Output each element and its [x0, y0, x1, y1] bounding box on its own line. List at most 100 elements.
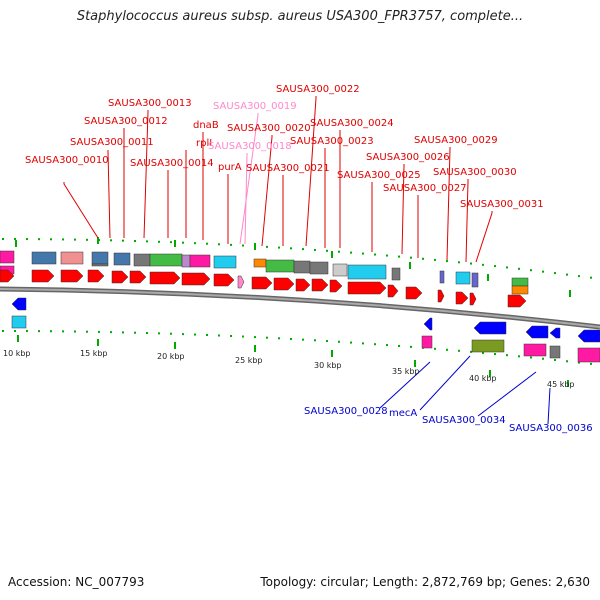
forward-cds-arrow [251, 276, 273, 290]
label-leader-line [379, 361, 431, 409]
ring-dot [26, 238, 28, 241]
gene-feature [347, 264, 387, 280]
ring-dot [86, 330, 88, 333]
gene-label: SAUSA300_0011 [70, 137, 154, 148]
gene-feature [511, 285, 529, 295]
ring-dot [218, 243, 220, 246]
label-leader-line [446, 147, 451, 261]
ring-dot [98, 330, 100, 333]
forward-cds-arrow [181, 272, 211, 286]
ring-dot [302, 248, 304, 251]
ring-dot [146, 332, 148, 335]
ring-dot [230, 334, 232, 337]
reverse-cds-arrow [525, 325, 549, 339]
gene-feature [133, 253, 151, 267]
scale-tick-label: 15 kbp [80, 349, 108, 358]
reverse-cds-arrow [423, 317, 433, 331]
ring-dot [386, 254, 388, 257]
ring-dot [542, 270, 544, 273]
label-leader-line [419, 355, 471, 411]
ring-dot [14, 330, 16, 333]
label-leader-line [107, 150, 111, 239]
ring-dot [182, 333, 184, 336]
forward-cds-arrow [149, 271, 181, 285]
label-leader-line [547, 387, 551, 425]
gene-feature [253, 258, 267, 268]
gene-label: SAUSA300_0036 [509, 423, 593, 434]
ring-dot [350, 341, 352, 344]
ring-dot [302, 338, 304, 341]
scale-tick-label: 25 kbp [235, 356, 263, 365]
scale-tick-label: 30 kbp [314, 361, 342, 370]
label-leader-line [305, 96, 317, 247]
label-leader-line [261, 135, 273, 247]
ring-dot [110, 239, 112, 242]
gene-feature [91, 263, 109, 267]
gene-label: SAUSA300_0020 [227, 123, 311, 134]
gene-feature [439, 270, 445, 284]
forward-cds-arrow [329, 279, 343, 293]
forward-cds-arrow [311, 278, 329, 292]
ring-dot [518, 267, 520, 270]
gene-feature [181, 254, 191, 268]
gene-label: SAUSA300_0010 [25, 155, 109, 166]
gene-label: SAUSA300_0012 [84, 116, 168, 127]
ring-dot [170, 332, 172, 335]
gene-feature [309, 261, 329, 275]
map-title: Staphylococcus aureus subsp. aureus USA3… [76, 9, 524, 24]
label-leader-line [63, 182, 99, 239]
ring-dot [566, 360, 568, 363]
ring-dot [506, 354, 508, 357]
gene-label: SAUSA300_0026 [366, 152, 450, 163]
ring-dot [242, 335, 244, 338]
ring-dot [194, 242, 196, 245]
ring-dot [38, 330, 40, 333]
ring-dot [482, 263, 484, 266]
ring-dot [362, 342, 364, 345]
label-leader-line [465, 179, 469, 263]
ring-dot [26, 330, 28, 333]
ring-dot [14, 238, 16, 241]
ring-dot [434, 347, 436, 350]
reverse-cds-arrow [549, 327, 561, 339]
ring-dot [206, 242, 208, 245]
ring-dot [146, 240, 148, 243]
gene-label: SAUSA300_0027 [383, 183, 467, 194]
ring-dot [494, 353, 496, 356]
ring-dot [398, 344, 400, 347]
ring-dot [314, 248, 316, 251]
gene-label: SAUSA300_0022 [276, 84, 360, 95]
gene-label: SAUSA300_0018 [208, 141, 292, 152]
ring-dot [530, 356, 532, 359]
ring-dot [230, 243, 232, 246]
label-leader-line [143, 110, 149, 239]
backbone-highlight [0, 288, 600, 328]
ring-dot [326, 340, 328, 343]
ring-dot [242, 244, 244, 247]
scale-tick-label: 10 kbp [3, 349, 31, 358]
ring-dot [2, 238, 4, 241]
ring-dot [110, 331, 112, 334]
ring-dot [314, 339, 316, 342]
ring-dot [590, 276, 592, 279]
gene-label: SAUSA300_0014 [130, 158, 214, 169]
ring-dot [86, 238, 88, 241]
ring-dot [446, 348, 448, 351]
gene-label: SAUSA300_0034 [422, 415, 506, 426]
ring-dot [50, 238, 52, 241]
accession-text: Accession: NC_007793 [8, 575, 145, 589]
ring-dot [134, 239, 136, 242]
gene-label: SAUSA300_0025 [337, 170, 421, 181]
gene-label: SAUSA300_0029 [414, 135, 498, 146]
ring-dot [266, 336, 268, 339]
ring-dot [578, 275, 580, 278]
forward-cds-arrow [437, 289, 445, 303]
gene-label: SAUSA300_0023 [290, 136, 374, 147]
ring-dot [290, 247, 292, 250]
ring-dot [338, 250, 340, 253]
ring-dot [518, 355, 520, 358]
reverse-cds-arrow [473, 321, 507, 335]
forward-cds-arrow [295, 278, 311, 292]
scale-tick-label: 40 kbp [469, 374, 497, 383]
gene-feature [149, 253, 183, 267]
